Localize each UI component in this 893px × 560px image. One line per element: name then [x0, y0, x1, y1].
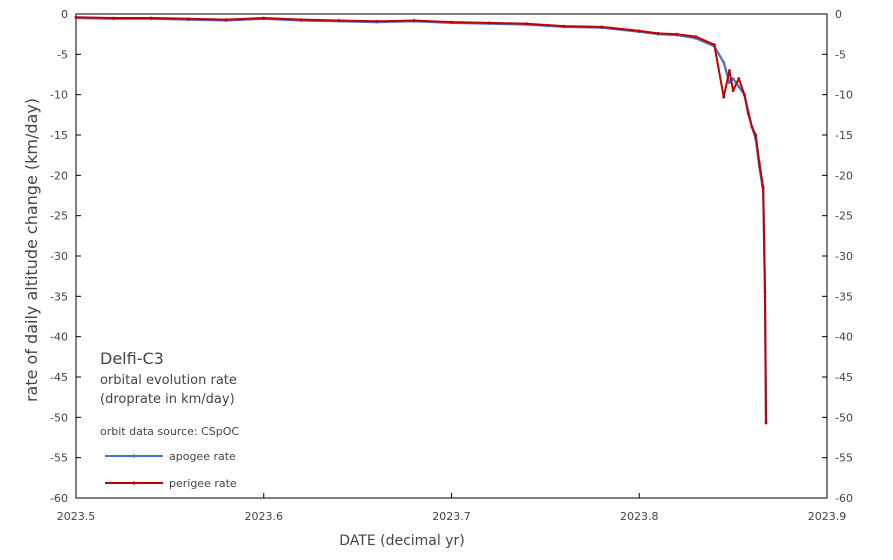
perigee-rate-point [412, 19, 416, 22]
y-tick-label-left: -20 [50, 169, 68, 182]
legend-marker-perigee [132, 481, 136, 485]
y-tick-label-left: 0 [61, 8, 68, 21]
perigee-rate-point [758, 161, 761, 165]
perigee-rate-point [712, 43, 716, 47]
y-tick-label-right: -30 [835, 250, 853, 263]
annotation-source: orbit data source: CSpOC [100, 425, 239, 438]
perigee-rate-point [487, 21, 491, 25]
y-tick-label-left: -50 [50, 411, 68, 424]
perigee-rate-point [375, 19, 378, 23]
y-tick-label-right: -35 [835, 290, 853, 303]
perigee-rate-point [750, 125, 754, 129]
perigee-rate-point [742, 93, 746, 97]
apogee-rate-point [727, 81, 731, 84]
perigee-rate-point [754, 133, 758, 137]
x-tick-label: 2023.8 [620, 510, 659, 523]
perigee-rate-point [337, 19, 341, 22]
y-tick-label-right: -10 [835, 89, 853, 102]
perigee-rate-point [74, 15, 78, 19]
y-tick-label-left: -35 [50, 290, 68, 303]
perigee-rate-point [525, 22, 528, 26]
y-tick-label-right: -45 [835, 371, 853, 384]
y-tick-label-left: -30 [50, 250, 68, 263]
perigee-rate-point [761, 186, 765, 189]
x-tick-label: 2023.6 [245, 510, 284, 523]
y-tick-label-right: -60 [835, 492, 853, 505]
legend-item-apogee: apogee rate [105, 450, 236, 463]
apogee-rate-point [731, 77, 735, 80]
perigee-rate-point [737, 77, 741, 80]
apogee-rate-line [74, 16, 768, 423]
y-tick-label-right: 0 [835, 8, 842, 21]
y-axis-left: 0 -5 -10 -15 -20 -25 -30 -35 -40 -45 -50 -55 -60 [50, 8, 81, 505]
y-tick-label-left: -40 [50, 331, 68, 344]
y-tick-label-right: -15 [835, 129, 853, 142]
perigee-rate-point [562, 24, 566, 28]
y-tick-label-right: -20 [835, 169, 853, 182]
y-tick-label-left: -45 [50, 371, 68, 384]
perigee-rate-point [299, 18, 303, 22]
legend: apogee rate perigee rate [105, 450, 237, 490]
perigee-rate-point [675, 32, 679, 36]
x-axis-title: DATE (decimal yr) [339, 533, 464, 549]
y-tick-label-left: -10 [50, 89, 68, 102]
perigee-rate-point [262, 16, 266, 20]
perigee-rate-point [637, 29, 641, 33]
perigee-rate-point [746, 111, 750, 115]
y-axis-title: rate of daily altitude change (km/day) [22, 98, 41, 402]
annotation-title: Delfi-C3 [100, 349, 164, 368]
perigee-rate-point [694, 35, 697, 38]
y-tick-label-right: -50 [835, 411, 853, 424]
perigee-rate-point [224, 18, 228, 22]
y-tick-label-left: -15 [50, 129, 68, 142]
legend-label-perigee: perigee rate [169, 477, 237, 490]
perigee-rate-point [731, 89, 735, 93]
perigee-rate-line [75, 16, 767, 424]
y-tick-label-left: -55 [50, 452, 68, 465]
y-tick-label-right: -25 [835, 210, 853, 223]
apogee-rate-point [737, 85, 741, 88]
x-tick-label: 2023.7 [432, 510, 471, 523]
legend-label-apogee: apogee rate [169, 450, 236, 463]
perigee-rate-point [722, 95, 726, 99]
x-tick-label: 2023.9 [808, 510, 847, 523]
perigee-rate-point [600, 25, 604, 29]
annotation-subtitle-1: orbital evolution rate [100, 373, 237, 388]
perigee-rate-point [112, 16, 115, 20]
perigee-rate-point [450, 20, 453, 24]
perigee-rate-point [764, 421, 768, 425]
perigee-rate-point [727, 69, 731, 72]
x-axis: 2023.5 2023.6 2023.7 2023.8 2023.9 [57, 493, 847, 523]
y-axis-right: 0 -5 -10 -15 -20 -25 -30 -35 -40 -45 -50 -55 -60 [822, 8, 853, 505]
perigee-rate-point [149, 16, 153, 20]
perigee-rate-point [763, 290, 767, 294]
y-tick-label-left: -5 [57, 48, 68, 61]
perigee-rate-point [656, 31, 660, 35]
perigee-rate-point [187, 17, 191, 21]
x-tick-label: 2023.5 [57, 510, 96, 523]
y-tick-label-right: -5 [835, 48, 846, 61]
y-tick-label-right: -40 [835, 331, 853, 344]
legend-item-perigee: perigee rate [105, 477, 237, 490]
y-tick-label-left: -60 [50, 492, 68, 505]
apogee-rate-point [722, 61, 726, 64]
y-tick-label-left: -25 [50, 210, 68, 223]
annotation-subtitle-2: (droprate in km/day) [100, 392, 235, 407]
series-layer [74, 15, 768, 425]
y-tick-label-right: -55 [835, 452, 853, 465]
legend-marker-apogee [132, 454, 136, 458]
